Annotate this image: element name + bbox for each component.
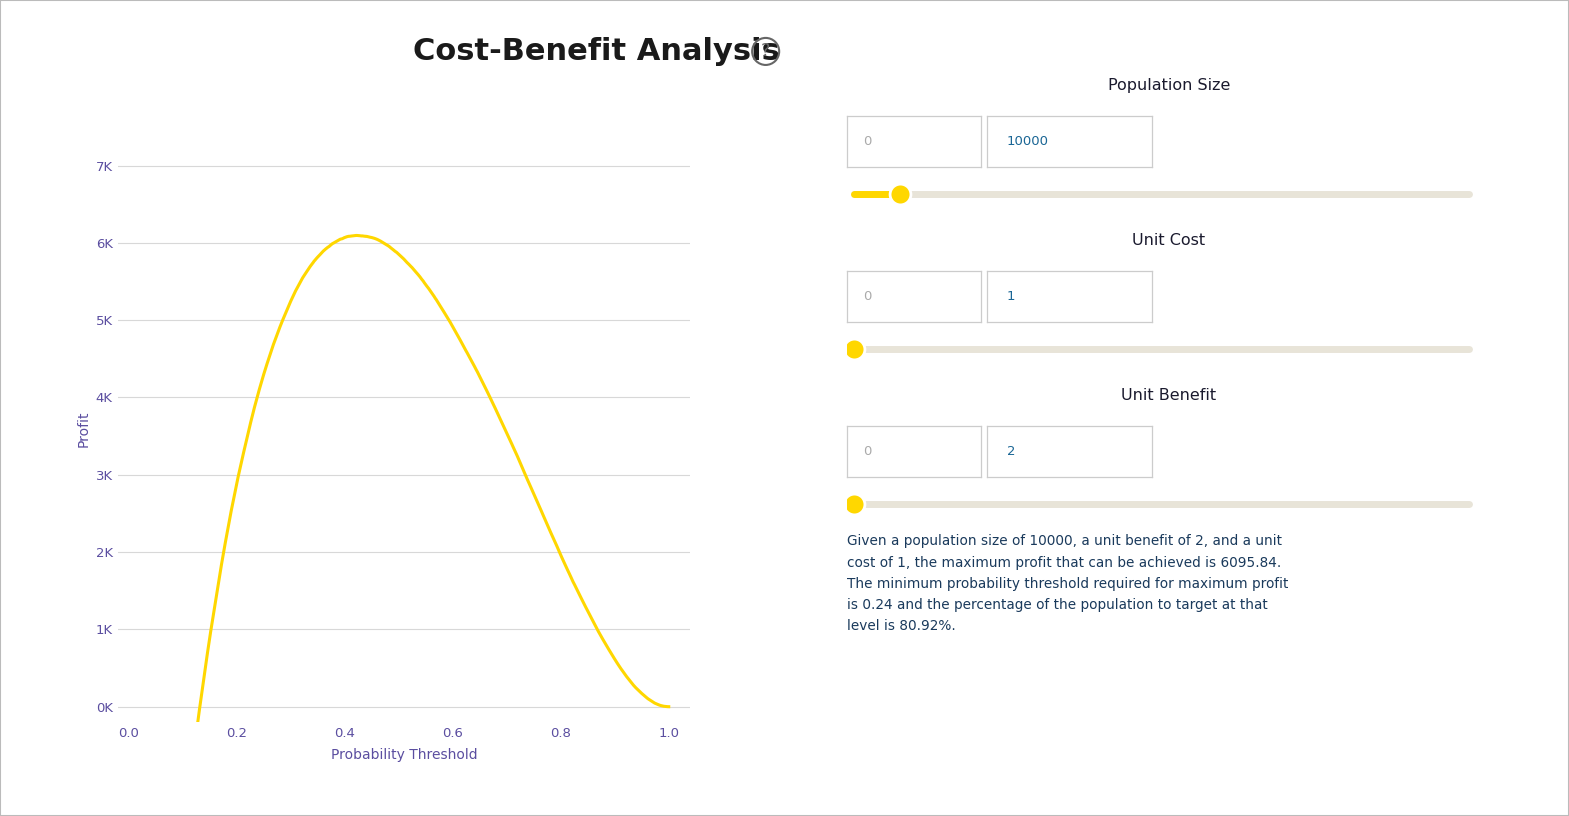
Text: Unit Cost: Unit Cost [1133,233,1205,247]
Text: ?: ? [761,42,770,60]
Text: 0: 0 [863,446,872,458]
Text: 0: 0 [863,290,872,303]
Text: 2: 2 [1007,446,1015,458]
Text: Cost-Benefit Analysis: Cost-Benefit Analysis [413,37,780,66]
Text: 0: 0 [863,135,872,148]
Text: 1: 1 [1007,290,1015,303]
Y-axis label: Profit: Profit [77,410,89,446]
X-axis label: Probability Threshold: Probability Threshold [331,748,477,762]
Text: Given a population size of 10000, a unit benefit of 2, and a unit
cost of 1, the: Given a population size of 10000, a unit… [847,534,1288,633]
Text: 10000: 10000 [1007,135,1048,148]
Text: Population Size: Population Size [1108,78,1230,92]
Text: Unit Benefit: Unit Benefit [1122,388,1216,402]
